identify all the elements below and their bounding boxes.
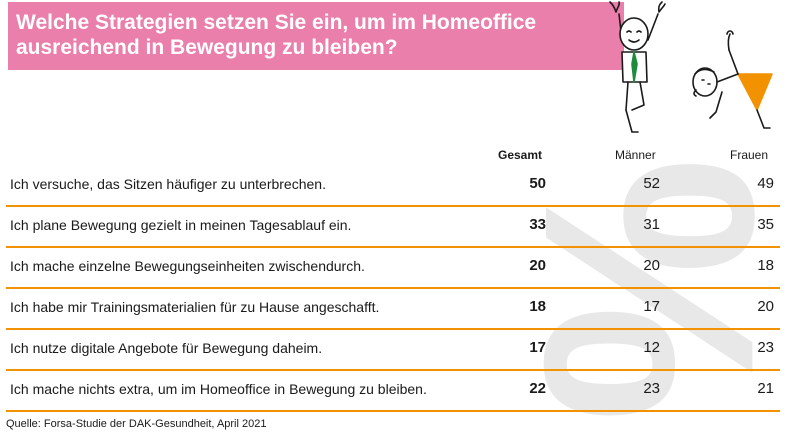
row-label: Ich mache nichts extra, um im Homeoffice…	[10, 381, 427, 397]
value-men: 12	[643, 339, 660, 356]
row-label: Ich plane Bewegung gezielt in meinen Tag…	[10, 217, 352, 233]
table-row: Ich mache einzelne Bewegungseinheiten zw…	[6, 248, 780, 289]
value-women: 21	[757, 380, 774, 397]
column-header-total: Gesamt	[498, 148, 543, 162]
chart-title: Welche Strategien setzen Sie ein, um im …	[16, 11, 537, 59]
row-label: Ich versuche, das Sitzen häufiger zu unt…	[10, 176, 326, 192]
column-header-women: Frauen	[730, 148, 769, 162]
table-row: Ich versuche, das Sitzen häufiger zu unt…	[6, 166, 780, 207]
value-women: 20	[757, 298, 774, 315]
table-row: Ich habe mir Trainingsmaterialien für zu…	[6, 289, 780, 330]
value-women: 49	[757, 175, 774, 192]
value-total: 22	[529, 380, 546, 397]
value-total: 18	[529, 298, 546, 315]
source-note: Quelle: Forsa-Studie der DAK-Gesundheit,…	[6, 418, 267, 430]
value-women: 35	[757, 216, 774, 233]
row-label: Ich mache einzelne Bewegungseinheiten zw…	[10, 258, 365, 274]
value-total: 17	[529, 339, 546, 356]
value-men: 52	[643, 175, 660, 192]
title-band: Welche Strategien setzen Sie ein, um im …	[8, 2, 624, 70]
value-women: 18	[757, 257, 774, 274]
table-row: Ich mache nichts extra, um im Homeoffice…	[6, 371, 780, 412]
column-header-men: Männer	[615, 148, 656, 162]
table-row: Ich plane Bewegung gezielt in meinen Tag…	[6, 207, 780, 248]
stick-figures-illustration	[609, 1, 773, 133]
value-men: 17	[643, 298, 660, 315]
value-men: 23	[643, 380, 660, 397]
row-label: Ich nutze digitale Angebote für Bewegung…	[10, 340, 323, 356]
table-row: Ich nutze digitale Angebote für Bewegung…	[6, 330, 780, 371]
value-women: 23	[757, 339, 774, 356]
value-total: 20	[529, 257, 546, 274]
row-label: Ich habe mir Trainingsmaterialien für zu…	[10, 299, 380, 315]
value-men: 20	[643, 257, 660, 274]
value-men: 31	[643, 216, 660, 233]
man-figure	[609, 1, 666, 133]
value-total: 33	[529, 216, 546, 233]
woman-figure	[692, 30, 773, 129]
value-total: 50	[529, 175, 546, 192]
